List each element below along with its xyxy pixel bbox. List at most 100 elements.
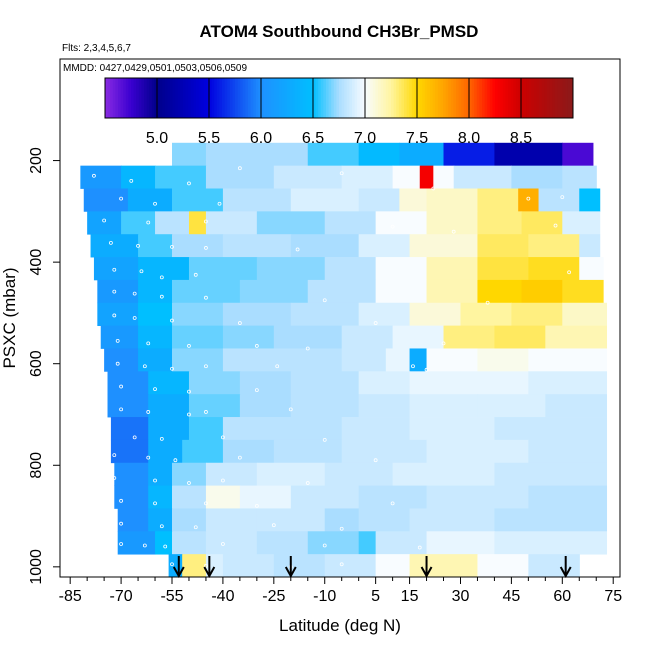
heat-cell: [256, 257, 326, 281]
sample-point: [204, 410, 208, 414]
colorbar-swatch: [188, 78, 192, 118]
sample-point: [153, 387, 157, 392]
colorbar-swatch: [443, 78, 447, 118]
colorbar-swatch: [396, 78, 400, 118]
colorbar-swatch: [510, 78, 514, 118]
colorbar-swatch: [375, 78, 379, 118]
heatmap-layers: [80, 142, 608, 577]
heat-cell: [188, 211, 207, 235]
heat-cell: [528, 554, 580, 577]
heat-cell: [307, 142, 360, 167]
colorbar-swatch: [255, 78, 259, 118]
colorbar-swatch: [458, 78, 462, 118]
colorbar-swatch: [320, 78, 324, 118]
colorbar-swatch: [198, 78, 202, 118]
colorbar-swatch: [508, 78, 512, 118]
sample-point: [112, 267, 117, 272]
colorbar-swatch: [292, 78, 296, 118]
heat-cell: [324, 211, 377, 235]
heat-cell: [494, 508, 608, 532]
heat-cell: [222, 417, 275, 441]
heat-cell: [477, 257, 529, 281]
sample-point: [373, 458, 378, 463]
heat-cell: [562, 279, 604, 304]
colorbar-swatch: [411, 78, 415, 118]
sample-point: [119, 542, 123, 546]
heat-cell: [87, 211, 122, 235]
colorbar-swatch: [437, 78, 441, 118]
heat-cell: [222, 554, 275, 577]
colorbar-swatch: [224, 78, 228, 118]
sample-point: [204, 364, 208, 369]
heat-cell: [477, 394, 546, 418]
sounding-arrow: [420, 556, 433, 579]
heat-cell: [477, 211, 523, 235]
flights-note: Flts: 2,3,4,5,6,7: [62, 43, 131, 54]
colorbar-swatch: [185, 78, 189, 118]
heat-cell: [148, 439, 183, 464]
colorbar-swatch: [346, 78, 350, 118]
sample-point: [187, 412, 191, 417]
x-axis-label: Latitude (deg N): [279, 616, 401, 635]
colorbar-swatch: [554, 78, 558, 118]
colorbar-swatch: [427, 78, 431, 118]
colorbar-swatch: [141, 78, 145, 118]
heat-cell: [222, 234, 292, 258]
colorbar-swatch: [528, 78, 532, 118]
colorbar-swatch: [209, 78, 213, 118]
sample-point: [204, 295, 208, 300]
heat-cell: [290, 188, 360, 212]
colorbar-swatch: [110, 78, 114, 118]
heat-cell: [127, 188, 173, 212]
heat-cell: [579, 257, 604, 281]
sample-point: [295, 247, 300, 252]
sample-point: [204, 219, 208, 224]
heat-cell: [205, 211, 258, 235]
heat-cell: [392, 325, 445, 349]
sample-point: [139, 269, 144, 274]
colorbar-swatch: [133, 78, 137, 118]
heat-cell: [324, 257, 377, 281]
sample-point: [92, 173, 96, 178]
heat-cell: [273, 554, 326, 577]
y-tick-label: 1000: [28, 549, 45, 585]
heat-cell: [528, 485, 608, 509]
sample-point: [322, 543, 327, 548]
sample-point: [339, 562, 344, 567]
sample-point: [237, 321, 242, 325]
y-tick-label: 400: [28, 249, 45, 276]
heat-cell: [222, 348, 275, 372]
heat-cell: [341, 325, 394, 349]
colorbar-swatch: [476, 78, 480, 118]
colorbar-swatch: [380, 78, 384, 118]
colorbar-swatch: [318, 78, 322, 118]
colorbar-swatch: [414, 78, 418, 118]
heat-cell: [494, 325, 546, 349]
sample-point: [322, 437, 327, 442]
colorbar-swatch: [177, 78, 181, 118]
colorbar-swatch: [453, 78, 457, 118]
heat-cell: [172, 302, 224, 327]
colorbar-swatch: [466, 78, 470, 118]
heat-cell: [538, 188, 580, 212]
heat-cell: [104, 348, 139, 372]
heat-cell: [494, 462, 608, 486]
colorbar-swatch: [305, 78, 309, 118]
colorbar-swatch: [261, 78, 265, 118]
heat-cell: [290, 371, 360, 395]
sample-point: [567, 270, 571, 275]
sample-point: [237, 455, 242, 460]
heat-cell: [155, 531, 173, 555]
colorbar-swatch: [227, 78, 231, 118]
colorbar-swatch: [383, 78, 387, 118]
heat-cell: [138, 257, 190, 281]
heat-cell: [409, 554, 479, 577]
colorbar-swatch: [404, 78, 408, 118]
heat-cell: [290, 234, 360, 258]
heat-cell: [579, 234, 601, 258]
x-tick-label: 5: [371, 588, 380, 605]
colorbar-swatch: [544, 78, 548, 118]
sample-point: [217, 201, 222, 206]
sample-point: [146, 410, 151, 414]
colorbar-swatch: [424, 78, 428, 118]
